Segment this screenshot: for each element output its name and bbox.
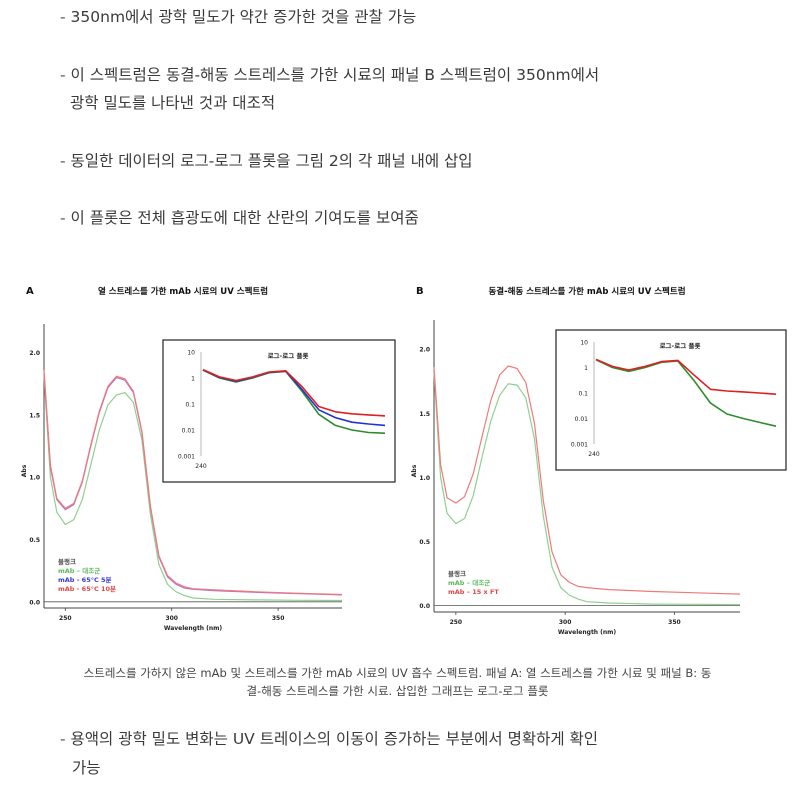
series-line: [43, 370, 343, 596]
x-axis-label: Wavelength (nm): [558, 629, 617, 636]
x-tick-label: 350: [272, 615, 285, 622]
series-line: [43, 375, 343, 602]
inset-curve: [595, 358, 777, 395]
bullet-text: 광학 밀도를 나타낸 것과 대조적: [70, 94, 276, 112]
bullet-text: 350nm에서 광학 밀도가 약간 증가한 것을 관찰 가능: [70, 8, 417, 26]
y-tick-label: 0.0: [29, 599, 40, 606]
legend-entry: mAb – 대조군: [448, 578, 490, 587]
y-tick-label: 0.5: [29, 537, 40, 544]
bullet-3: - 동일한 데이터의 로그-로그 플롯을 그림 2의 각 패널 내에 삽입: [60, 148, 473, 174]
legend-entry: mAb – 대조군: [58, 566, 100, 575]
bullet-dash: -: [60, 730, 66, 748]
bullet-dash: -: [60, 8, 66, 26]
panel-label: A: [26, 286, 34, 297]
inset-y-tick-label: 1: [584, 365, 588, 372]
x-tick-label: 300: [559, 619, 572, 626]
inset-y-tick-label: 10: [187, 350, 195, 357]
series-line: [433, 372, 741, 606]
y-tick-label: 0.5: [419, 539, 430, 546]
y-tick-label: 0.0: [419, 603, 430, 610]
inset-y-tick-label: 0.001: [571, 442, 588, 449]
panel-b-chart: B 동결-해동 스트레스를 가한 mAb 시료의 UV 스펙트럼 0.0 0.5 1.0…: [411, 286, 787, 636]
bullet-1: - 350nm에서 광학 밀도가 약간 증가한 것을 관찰 가능: [60, 4, 416, 30]
y-tick-label: 1.5: [29, 412, 40, 419]
y-tick-label: 1.0: [29, 475, 40, 482]
y-tick-label: 2.0: [419, 347, 430, 354]
bullet-text: 이 플롯은 전체 흡광도에 대한 산란의 기여도를 보여줌: [70, 209, 419, 227]
x-tick-label: 250: [59, 615, 72, 622]
caption-line-1: 스트레스를 가하지 않은 mAb 및 스트레스를 가한 mAb 시료의 UV 흡…: [83, 666, 712, 680]
y-tick-label: 1.0: [419, 475, 430, 482]
legend-entry: mAb - 65°C 5분: [58, 575, 112, 584]
inset-y-tick-label: 0.01: [575, 416, 589, 423]
panel-label: B: [416, 286, 424, 297]
legend-entry: mAb – 15 x FT: [448, 588, 499, 596]
bullet-text: 이 스펙트럼은 동결-해동 스트레스를 가한 시료의 패널 B 스펙트럼이 35…: [70, 66, 600, 84]
legend-entry: mAb - 65°C 10분: [58, 584, 116, 593]
inset-y-tick-label: 0.01: [182, 428, 196, 435]
y-axis-label: Abs: [411, 464, 418, 477]
inset-curve: [595, 359, 777, 427]
series-line: [433, 365, 741, 595]
bullet-4: - 이 플롯은 전체 흡광도에 대한 산란의 기여도를 보여줌: [60, 205, 419, 231]
bullet-5: - 용액의 광학 밀도 변화는 UV 트레이스의 이동이 증가하는 부분에서 명…: [60, 726, 598, 752]
uv-spectrum-figure: A 열 스트레스를 가한 mAb 시료의 UV 스펙트럼 0.0 0.5 1.0 1.5 2…: [21, 286, 787, 636]
inset-x-tick-label: 240: [588, 451, 600, 458]
x-tick-label: 300: [165, 615, 178, 622]
inset-y-tick-label: 0.001: [178, 454, 195, 461]
inset-y-tick-label: 1: [191, 376, 195, 383]
inset-title: 로그-로그 플롯: [660, 341, 701, 350]
inset-y-tick-label: 0.1: [578, 391, 588, 398]
y-axis-label: Abs: [21, 464, 28, 477]
inset-frame: [555, 329, 787, 471]
inset-y-tick-label: 0.1: [185, 402, 195, 409]
chart-title: 동결-해동 스트레스를 가한 mAb 시료의 UV 스펙트럼: [488, 286, 685, 297]
figure-caption: 스트레스를 가하지 않은 mAb 및 스트레스를 가한 mAb 시료의 UV 흡…: [40, 664, 755, 700]
x-tick-label: 350: [668, 619, 681, 626]
caption-line-2: 결-해동 스트레스를 가한 시료. 삽입한 그래프는 로그-로그 플롯: [246, 684, 549, 698]
bullet-text: 용액의 광학 밀도 변화는 UV 트레이스의 이동이 증가하는 부분에서 명확하…: [70, 730, 599, 748]
chart-title: 열 스트레스를 가한 mAb 시료의 UV 스펙트럼: [98, 286, 268, 297]
x-axis-label: Wavelength (nm): [164, 625, 223, 632]
bullet-2: - 이 스펙트럼은 동결-해동 스트레스를 가한 시료의 패널 B 스펙트럼이 …: [60, 62, 599, 88]
inset-frame: [162, 339, 396, 483]
legend-entry: 블랭크: [58, 557, 76, 566]
inset-y-tick-label: 10: [580, 340, 588, 347]
bullet-dash: -: [60, 66, 66, 84]
legend-entry: 블랭크: [448, 569, 466, 578]
bullet-2-cont: 광학 밀도를 나타낸 것과 대조적: [70, 90, 275, 116]
panel-a-chart: A 열 스트레스를 가한 mAb 시료의 UV 스펙트럼 0.0 0.5 1.0 1.5 2…: [21, 286, 396, 632]
bullet-5-cont: 가능: [72, 755, 101, 781]
inset-x-tick-label: 240: [195, 463, 207, 470]
x-tick-label: 250: [450, 619, 463, 626]
y-tick-label: 2.0: [29, 350, 40, 357]
inset-title: 로그-로그 플롯: [268, 351, 309, 360]
inset-curve: [202, 368, 386, 417]
bullet-dash: -: [60, 209, 66, 227]
bullet-text: 동일한 데이터의 로그-로그 플롯을 그림 2의 각 패널 내에 삽입: [70, 152, 473, 170]
bullet-text: 가능: [72, 759, 101, 777]
bullet-dash: -: [60, 152, 66, 170]
y-tick-label: 1.5: [419, 411, 430, 418]
